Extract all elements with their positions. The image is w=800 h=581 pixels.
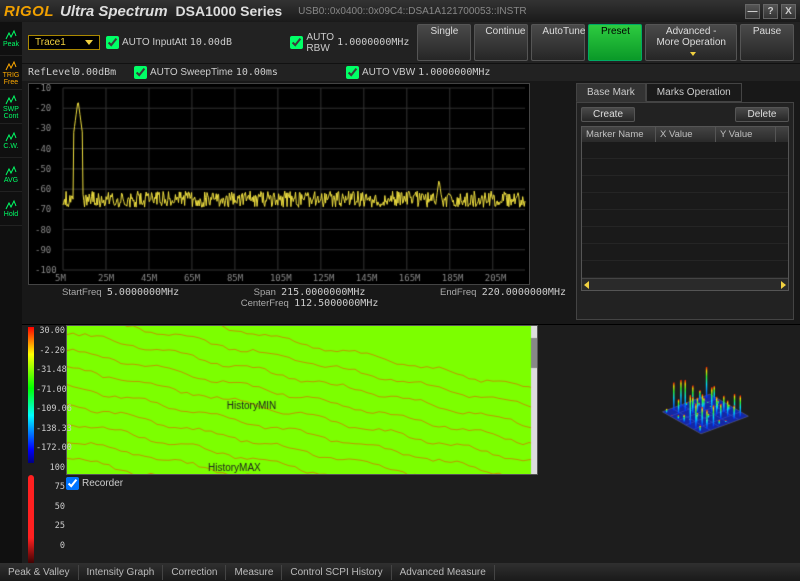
table-hscroll[interactable] [582,278,788,290]
delete-marker-button[interactable]: Delete [735,107,789,122]
auto-inputatt-checkbox[interactable]: AUTO InputAtt 10.00dB [106,36,232,49]
tab-base-mark[interactable]: Base Mark [576,83,646,102]
tool-trig-free[interactable]: TRIG Free [0,56,22,90]
dropdown-icon [85,40,93,45]
3d-plot-canvas[interactable] [616,333,786,473]
color-scale: 30.00-2.20-31.48-71.00-109.06-138.33-172… [28,325,66,561]
advanced-more-operation-button[interactable]: Advanced - More Operation [645,24,737,61]
reflevel-label: RefLevel [28,67,68,78]
status-tab-control-scpi-history[interactable]: Control SCPI History [282,565,391,580]
col-x-value: X Value [656,127,716,142]
close-button[interactable]: X [781,4,796,19]
auto-sweeptime-checkbox[interactable]: AUTO SweepTime 10.00ms [134,66,278,79]
scroll-right-icon[interactable] [781,281,786,289]
pause-button[interactable]: Pause [740,24,794,61]
trace-select[interactable]: Trace1 [28,35,100,50]
main-area: Trace1 AUTO InputAtt 10.00dB AUTO RBW 1.… [22,22,800,563]
status-tab-peak-valley[interactable]: Peak & Valley [0,565,79,580]
autotune-button[interactable]: AutoTune [531,24,585,61]
table-rows [582,142,788,278]
product-name: Ultra Spectrum [60,3,168,20]
marker-table[interactable]: Marker NameX ValueY Value [581,126,789,291]
status-tab-correction[interactable]: Correction [163,565,226,580]
marker-tabs: Base MarkMarks Operation [576,83,794,102]
control-row-1: Trace1 AUTO InputAtt 10.00dB AUTO RBW 1.… [22,22,800,63]
auto-vbw-checkbox[interactable]: AUTO VBW 1.0000000MHz [346,66,490,79]
color-gradient [28,327,34,463]
status-bar: Peak & ValleyIntensity GraphCorrectionMe… [0,563,800,581]
create-marker-button[interactable]: Create [581,107,635,122]
status-tab-advanced-measure[interactable]: Advanced Measure [392,565,495,580]
auto-rbw-checkbox[interactable]: AUTO RBW 1.0000000MHz [290,32,409,54]
minimize-button[interactable]: — [745,4,760,19]
product-series: DSA1000 Series [176,3,283,19]
freq-info: StartFreq 5.0000000MHz Span 215.0000000M… [28,285,570,309]
control-row-2: RefLevel 0.00dBm AUTO SweepTime 10.00ms … [22,63,800,81]
markers-panel: Base MarkMarks Operation Create Delete M… [576,83,794,320]
tool-c-w-[interactable]: C.W. [0,124,22,158]
recorder-checkbox[interactable]: Recorder [66,477,538,490]
help-button[interactable]: ? [763,4,778,19]
waterfall-wrap: 30.00-2.20-31.48-71.00-109.06-138.33-172… [28,325,538,561]
scroll-left-icon[interactable] [584,281,589,289]
waterfall-canvas[interactable] [66,325,538,475]
marker-body: Create Delete Marker NameX ValueY Value [576,102,794,320]
history-gradient [28,475,34,565]
trace-select-label: Trace1 [35,37,66,48]
3d-panel [544,325,794,561]
preset-button[interactable]: Preset [588,24,642,61]
mid-row: StartFreq 5.0000000MHz Span 215.0000000M… [22,81,800,324]
brand: RIGOL [4,3,54,20]
lower-row: 30.00-2.20-31.48-71.00-109.06-138.33-172… [22,324,800,563]
tool-hold[interactable]: Hold [0,192,22,226]
status-tab-intensity-graph[interactable]: Intensity Graph [79,565,164,580]
status-tab-measure[interactable]: Measure [226,565,282,580]
resource-path: USB0::0x0400::0x09C4::DSA1A121700053::IN… [298,6,526,17]
tab-marks-operation[interactable]: Marks Operation [646,83,742,102]
tool-swp-cont[interactable]: SWP Cont [0,90,22,124]
tool-peak[interactable]: Peak [0,22,22,56]
continue-button[interactable]: Continue [474,24,528,61]
col-y-value: Y Value [716,127,776,142]
spectrum-panel: StartFreq 5.0000000MHz Span 215.0000000M… [28,83,570,320]
col-marker-name: Marker Name [582,127,656,142]
left-toolstrip: PeakTRIG FreeSWP ContC.W.AVGHold [0,22,22,581]
single-button[interactable]: Single [417,24,471,61]
title-bar: RIGOL Ultra Spectrum DSA1000 Series USB0… [0,0,800,22]
reflevel-value: 0.00dBm [74,67,128,78]
tool-avg[interactable]: AVG [0,158,22,192]
spectrum-canvas[interactable] [28,83,530,285]
